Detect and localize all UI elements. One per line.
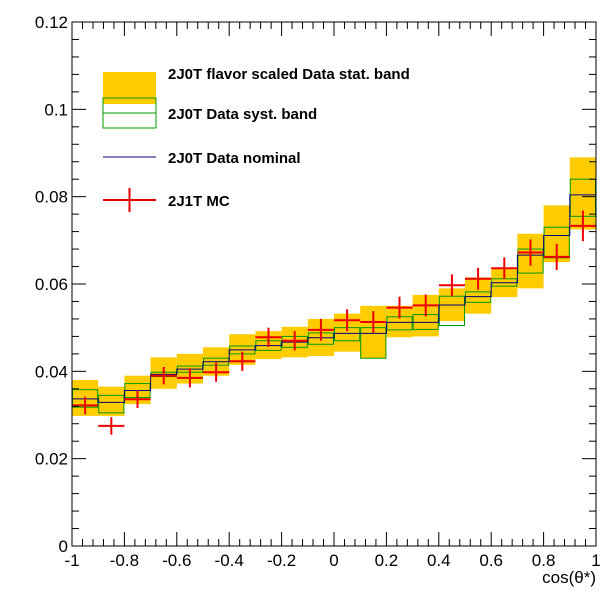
mc-point xyxy=(569,210,596,242)
x-tick-label: 0.8 xyxy=(532,551,556,570)
mc-point xyxy=(386,296,413,319)
mc-point xyxy=(517,239,544,266)
y-tick-label: 0.08 xyxy=(35,188,68,207)
x-tick-label: 0 xyxy=(329,551,338,570)
mc-point xyxy=(360,311,387,333)
axes: -1 -0.8 -0.6 -0.4 -0.2 0 0.2 0.4 0.6 0.8 1 0 0.02 0.0… xyxy=(35,13,600,570)
mc-point xyxy=(465,267,492,290)
x-tick-label: -1 xyxy=(64,551,79,570)
plot-area xyxy=(72,157,596,435)
y-tick-label: 0 xyxy=(59,537,68,556)
mc-point xyxy=(255,327,282,347)
y-tick-label: 0.1 xyxy=(44,100,68,119)
mc-point xyxy=(98,417,125,435)
mc-point xyxy=(229,351,256,371)
x-tick-label: -0.8 xyxy=(110,551,139,570)
legend-label: 2J1T MC xyxy=(168,193,230,210)
x-tick-label: -0.6 xyxy=(162,551,191,570)
x-tick-label: 0.6 xyxy=(479,551,503,570)
x-tick-label: 0.2 xyxy=(375,551,399,570)
mc-point xyxy=(438,274,465,297)
mc-point xyxy=(543,243,570,271)
mc-point xyxy=(72,396,99,415)
x-tick-label: -0.4 xyxy=(215,551,244,570)
x-axis-title: cos(θ*) xyxy=(542,568,596,587)
legend: 2J0T flavor scaled Data stat. band 2J0T D… xyxy=(102,66,410,212)
y-tick-label: 0.02 xyxy=(35,450,68,469)
stat-band-box xyxy=(98,386,125,416)
mc-point xyxy=(307,318,334,341)
mc-point xyxy=(281,331,308,351)
mc-point xyxy=(150,366,177,385)
legend-label: 2J0T Data nominal xyxy=(168,150,301,167)
mc-point xyxy=(176,368,203,388)
x-tick-label: -0.2 xyxy=(267,551,296,570)
y-tick-label: 0.12 xyxy=(35,13,68,32)
y-tick-label: 0.04 xyxy=(35,362,68,381)
mc-point xyxy=(124,390,151,409)
x-tick-label: 1 xyxy=(591,551,600,570)
y-tick-label: 0.06 xyxy=(35,275,68,294)
x-tick-label: 0.4 xyxy=(427,551,451,570)
mc-point xyxy=(203,362,230,382)
legend-label: 2J0T flavor scaled Data stat. band xyxy=(168,66,410,83)
legend-label: 2J0T Data syst. band xyxy=(168,106,317,123)
mc-point xyxy=(491,257,518,280)
mc-point xyxy=(334,309,361,332)
syst-band-box xyxy=(98,394,125,414)
legend-stat-swatch xyxy=(103,72,156,104)
mc-point xyxy=(412,294,439,317)
